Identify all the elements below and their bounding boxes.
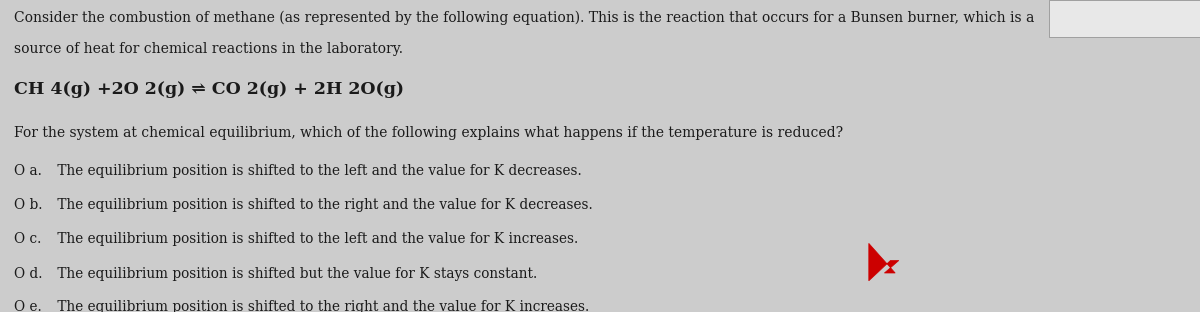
Text: O e.: O e.	[14, 300, 42, 312]
Text: source of heat for chemical reactions in the laboratory.: source of heat for chemical reactions in…	[14, 42, 403, 56]
Text: O c.: O c.	[14, 232, 42, 246]
Text: O b.: O b.	[14, 198, 43, 212]
FancyBboxPatch shape	[1049, 0, 1200, 37]
Text: O a.: O a.	[14, 164, 42, 178]
Text: The equilibrium position is shifted to the right and the value for K decreases.: The equilibrium position is shifted to t…	[53, 198, 593, 212]
Text: The equilibrium position is shifted but the value for K stays constant.: The equilibrium position is shifted but …	[53, 267, 538, 281]
Text: CH 4(g) +2O 2(g) ⇌ CO 2(g) + 2H 2O(g): CH 4(g) +2O 2(g) ⇌ CO 2(g) + 2H 2O(g)	[14, 81, 404, 98]
Polygon shape	[869, 243, 899, 281]
Text: O d.: O d.	[14, 267, 43, 281]
Text: For the system at chemical equilibrium, which of the following explains what hap: For the system at chemical equilibrium, …	[14, 126, 844, 140]
Text: The equilibrium position is shifted to the left and the value for K decreases.: The equilibrium position is shifted to t…	[53, 164, 582, 178]
Text: Consider the combustion of methane (as represented by the following equation). T: Consider the combustion of methane (as r…	[14, 11, 1034, 25]
Text: The equilibrium position is shifted to the left and the value for K increases.: The equilibrium position is shifted to t…	[53, 232, 578, 246]
Text: The equilibrium position is shifted to the right and the value for K increases.: The equilibrium position is shifted to t…	[53, 300, 589, 312]
